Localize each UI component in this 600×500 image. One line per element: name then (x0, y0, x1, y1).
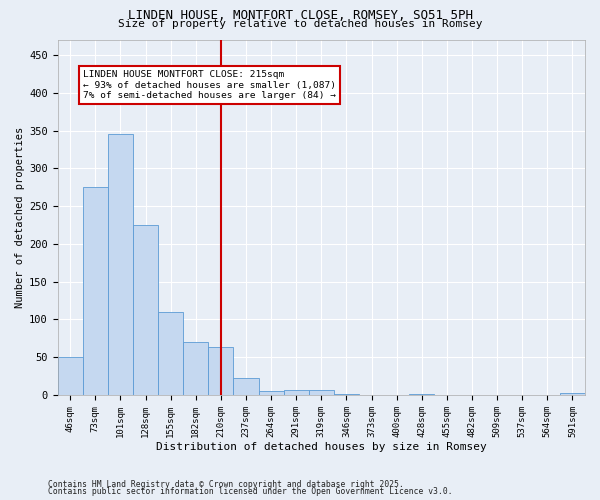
Bar (309, 390, 334, 395)
Text: Size of property relative to detached houses in Romsey: Size of property relative to detached ho… (118, 19, 482, 29)
Bar (158, 312, 183, 395)
Bar (560, 394, 585, 395)
Text: Contains HM Land Registry data © Crown copyright and database right 2025.: Contains HM Land Registry data © Crown c… (48, 480, 404, 489)
Text: Contains public sector information licensed under the Open Government Licence v3: Contains public sector information licen… (48, 488, 452, 496)
Y-axis label: Number of detached properties: Number of detached properties (15, 127, 25, 308)
Bar (284, 390, 309, 395)
Text: LINDEN HOUSE MONTFORT CLOSE: 215sqm
← 93% of detached houses are smaller (1,087): LINDEN HOUSE MONTFORT CLOSE: 215sqm ← 93… (83, 70, 336, 100)
Bar (334, 394, 359, 395)
Bar (133, 225, 158, 395)
Bar (233, 378, 259, 395)
Text: LINDEN HOUSE, MONTFORT CLOSE, ROMSEY, SO51 5PH: LINDEN HOUSE, MONTFORT CLOSE, ROMSEY, SO… (128, 9, 473, 22)
Bar (208, 348, 233, 395)
Bar (58, 357, 83, 395)
Bar (108, 134, 133, 395)
Bar (83, 188, 108, 395)
Bar (183, 342, 208, 395)
X-axis label: Distribution of detached houses by size in Romsey: Distribution of detached houses by size … (156, 442, 487, 452)
Bar (259, 391, 284, 395)
Bar (409, 394, 434, 395)
